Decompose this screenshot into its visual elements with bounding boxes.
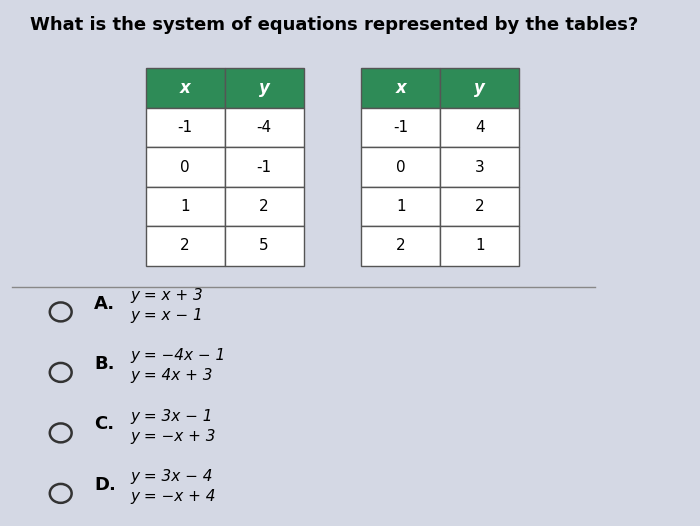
Text: -4: -4 [256,120,272,135]
Text: 2: 2 [475,199,484,214]
Bar [440,147,519,187]
Text: C.: C. [94,416,114,433]
Text: y: y [259,79,270,97]
Text: 1: 1 [181,199,190,214]
Bar [225,68,304,108]
Bar [440,226,519,266]
Text: y = −x + 3: y = −x + 3 [130,429,216,443]
Text: 2: 2 [181,238,190,254]
Text: y: y [474,79,485,97]
Text: y = 4x + 3: y = 4x + 3 [130,368,213,383]
Text: y = 3x − 1: y = 3x − 1 [130,409,213,423]
Text: -1: -1 [178,120,193,135]
Text: 5: 5 [259,238,269,254]
Text: y = 3x − 4: y = 3x − 4 [130,469,213,484]
Bar [361,68,440,108]
Bar [146,187,225,226]
Text: y = −x + 4: y = −x + 4 [130,489,216,504]
Text: A.: A. [94,295,116,312]
Text: -1: -1 [393,120,408,135]
Text: -1: -1 [256,159,272,175]
Bar [225,147,304,187]
Text: x: x [180,79,190,97]
Text: What is the system of equations represented by the tables?: What is the system of equations represen… [30,16,638,34]
Text: x: x [395,79,406,97]
Text: 2: 2 [396,238,405,254]
Bar [146,147,225,187]
Bar [361,147,440,187]
Bar [146,226,225,266]
Bar [440,68,519,108]
Text: 0: 0 [396,159,405,175]
Bar [361,108,440,147]
Bar [361,187,440,226]
Text: 1: 1 [396,199,405,214]
Text: B.: B. [94,355,115,373]
Text: y = x + 3: y = x + 3 [130,288,203,302]
Bar [146,108,225,147]
Text: 1: 1 [475,238,484,254]
Text: 0: 0 [181,159,190,175]
Bar [225,108,304,147]
Bar [440,187,519,226]
Text: D.: D. [94,476,116,494]
Text: 3: 3 [475,159,484,175]
Bar [225,226,304,266]
Bar [440,108,519,147]
Text: 2: 2 [259,199,269,214]
Text: y = x − 1: y = x − 1 [130,308,203,322]
Text: 4: 4 [475,120,484,135]
Bar [146,68,225,108]
Bar [361,226,440,266]
Text: y = −4x − 1: y = −4x − 1 [130,348,226,363]
Bar [225,187,304,226]
